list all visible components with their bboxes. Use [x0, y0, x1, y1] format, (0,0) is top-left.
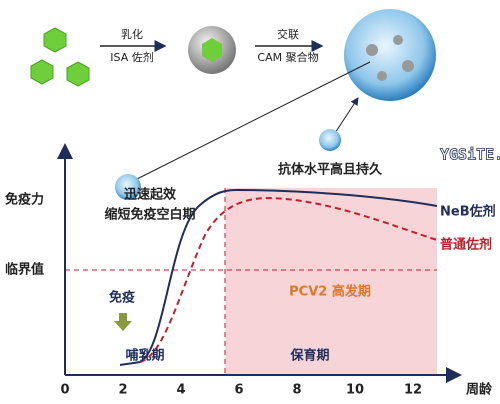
green-particles	[30, 27, 90, 87]
step-label: 交联	[277, 27, 299, 41]
note: 迅速起效	[124, 187, 177, 203]
period-label: PCV2 高发期	[289, 284, 371, 300]
step-label: ISA 佐剂	[110, 50, 153, 64]
connector	[334, 97, 359, 134]
phase-label: 哺乳期	[125, 348, 164, 364]
polymer-sphere	[344, 9, 436, 101]
note: 缩短免疫空白期	[104, 207, 195, 223]
neb-curve	[119, 188, 438, 366]
y-axis-label: 免疫力	[5, 192, 44, 208]
x-tick-label: 6	[234, 383, 243, 398]
immunize-arrow	[114, 313, 132, 331]
high-period-region	[225, 188, 437, 375]
normal-curve	[139, 196, 438, 363]
threshold-label: 临界值	[5, 262, 44, 278]
x-tick-label: 0	[60, 383, 69, 398]
small-sphere	[319, 129, 341, 151]
x-axis-label: 周龄	[466, 382, 493, 398]
legend-neb: NeB佐剂	[440, 204, 496, 220]
step-label: 乳化	[121, 27, 143, 41]
x-tick-label: 8	[292, 383, 301, 398]
note: 抗体水平高且持久	[278, 162, 383, 178]
x-tick-label: 4	[176, 383, 185, 398]
x-tick-label: 12	[404, 383, 422, 398]
green-particle	[202, 38, 222, 62]
connector	[134, 61, 371, 181]
legend-normal: 普通佐剂	[440, 237, 492, 253]
phase-label: 保育期	[289, 348, 329, 364]
x-tick-label: 2	[118, 383, 127, 398]
x-tick-label: 10	[346, 383, 364, 398]
step-label: CAM 聚合物	[257, 50, 318, 64]
small-sphere	[115, 174, 141, 200]
inner-particles	[366, 35, 414, 81]
watermark: YGSiTE.CN	[440, 146, 500, 164]
immunize-label: 免疫	[109, 290, 135, 306]
